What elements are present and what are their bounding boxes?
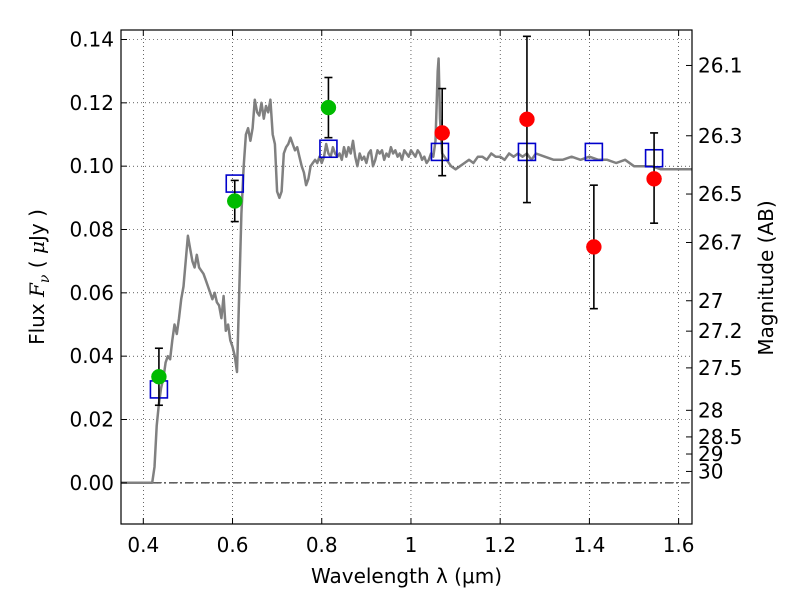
y-label-prefix: Flux: [25, 297, 49, 345]
model-photometry-square: [584, 142, 604, 162]
y-tick-label: 0.02: [69, 408, 114, 432]
x-tick-label: 0.4: [127, 533, 159, 557]
observed-point: [646, 171, 662, 187]
model-photometry-square: [319, 139, 338, 159]
x-tick-label: 1.6: [663, 533, 695, 557]
x-tick-label: 1.2: [484, 533, 516, 557]
magnitude-tick-label: 26.7: [698, 230, 743, 254]
observed-points-group: [434, 35, 662, 310]
y-label-symbol: F: [25, 282, 49, 298]
magnitude-tick-label: 26.1: [698, 53, 743, 77]
magnitude-tick-label: 27.2: [698, 319, 743, 343]
magnitude-tick-label: 27: [698, 289, 723, 313]
y-tick-label: 0.10: [69, 154, 114, 178]
magnitude-tick-label: 28.5: [698, 425, 743, 449]
y-axis-label-left: Flux Fν ( μJy ): [25, 209, 53, 345]
magnitude-tick-label: 29: [698, 442, 723, 466]
x-tick-label: 1: [405, 533, 418, 557]
y-tick-label: 0.08: [69, 218, 114, 242]
observed-point: [227, 193, 243, 209]
model-photometry-square: [430, 142, 450, 162]
observed-points-group: [151, 76, 337, 407]
observed-point: [586, 239, 602, 255]
y-label-unit-rest: Jy ): [25, 209, 49, 243]
magnitude-tick-label: 27.5: [698, 356, 743, 380]
y-tick-label: 0.06: [69, 281, 114, 305]
y-tick-label: 0.14: [69, 28, 114, 52]
x-tick-label: 1.4: [573, 533, 605, 557]
y-tick-label: 0.12: [69, 91, 114, 115]
y-tick-label: 0.04: [69, 344, 114, 368]
y-label-open: (: [25, 254, 49, 275]
y-label-unit-symbol: μ: [25, 241, 49, 254]
magnitude-tick-label: 30: [698, 459, 723, 483]
magnitude-tick-label: 26.3: [698, 124, 743, 148]
y-axis-label-right: Magnitude (AB): [754, 200, 778, 355]
x-tick-label: 0.6: [217, 533, 249, 557]
x-axis-label: Wavelength λ (μm): [311, 564, 502, 588]
magnitude-tick-label: 26.5: [698, 182, 743, 206]
observed-point: [151, 369, 167, 385]
model-sed-curve: [121, 57, 692, 485]
ticks: [121, 30, 692, 524]
x-tick-label: 0.8: [306, 533, 338, 557]
plot-frame: [120, 29, 693, 525]
magnitude-tick-label: 28: [698, 398, 723, 422]
series-layer: [121, 35, 692, 485]
observed-point: [434, 125, 450, 141]
y-label-subscript: ν: [37, 274, 53, 283]
observed-point: [320, 99, 337, 116]
observed-point: [519, 111, 535, 128]
tick-labels: 0.4 0.6 0.8 1 1.2 1.4 1.6 0.00 0.02 0.04 0.06 0.08 0…: [69, 28, 742, 558]
y-tick-label: 0.00: [69, 471, 114, 495]
